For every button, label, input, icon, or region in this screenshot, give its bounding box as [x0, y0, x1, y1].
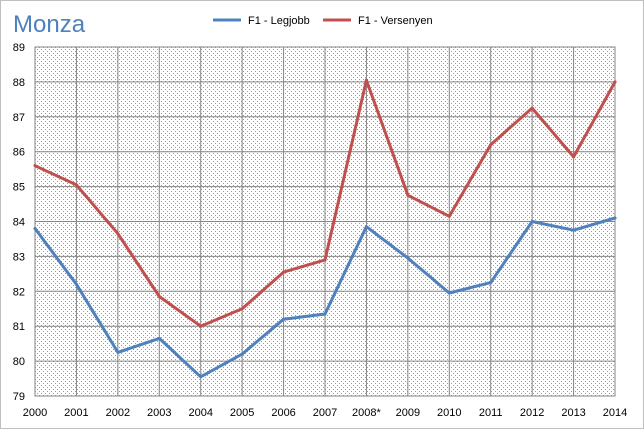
data-point [199, 324, 203, 328]
data-point [282, 317, 286, 321]
x-tick-label: 2002 [106, 407, 130, 419]
data-point [406, 256, 410, 260]
y-tick-label: 80 [13, 356, 25, 368]
data-point [323, 258, 327, 262]
y-tick-label: 83 [13, 251, 25, 263]
legend: F1 - Legjobb F1 - Versenyen [213, 15, 433, 27]
data-point [240, 352, 244, 356]
data-point [33, 164, 37, 168]
x-tick-label: 2001 [64, 407, 88, 419]
y-tick-label: 87 [13, 112, 25, 124]
data-point [74, 282, 78, 286]
data-point [447, 214, 451, 218]
x-tick-label: 2008* [352, 407, 381, 419]
gridlines [34, 46, 616, 397]
data-point [116, 232, 120, 236]
data-point [74, 183, 78, 187]
data-point [282, 270, 286, 274]
series-group [33, 78, 617, 379]
data-point [116, 350, 120, 354]
data-point [157, 336, 161, 340]
data-point [240, 307, 244, 311]
legend-label: F1 - Versenyen [358, 15, 433, 27]
x-tick-label: 2004 [188, 407, 212, 419]
data-point [447, 291, 451, 295]
data-point [572, 155, 576, 159]
data-point [199, 375, 203, 379]
data-point [157, 295, 161, 299]
x-tick-label: 2007 [313, 407, 337, 419]
x-tick-label: 2009 [396, 407, 420, 419]
y-tick-label: 81 [13, 321, 25, 333]
chart-title: Monza [13, 11, 86, 38]
data-point [364, 225, 368, 229]
x-axis-ticks: 2000 2001 2002 2003 2004 2005 2006 2007 2008* 200… [23, 407, 627, 419]
data-point [364, 78, 368, 82]
data-point [530, 220, 534, 223]
data-point [489, 143, 493, 147]
y-tick-label: 89 [13, 42, 25, 54]
x-tick-label: 2006 [271, 407, 295, 419]
legend-label: F1 - Legjobb [248, 15, 310, 27]
y-tick-label: 85 [13, 182, 25, 194]
y-tick-label: 84 [13, 217, 25, 229]
x-tick-label: 2014 [603, 407, 627, 419]
data-point [613, 216, 617, 220]
x-tick-label: 2000 [23, 407, 47, 419]
y-tick-label: 88 [13, 77, 25, 89]
data-point [323, 312, 327, 316]
x-tick-label: 2013 [561, 407, 585, 419]
x-tick-label: 2010 [437, 407, 461, 419]
y-tick-label: 82 [13, 286, 25, 298]
x-tick-label: 2005 [230, 407, 254, 419]
y-tick-label: 86 [13, 147, 25, 159]
plot-border [34, 46, 616, 397]
data-point [530, 106, 534, 110]
x-tick-label: 2003 [147, 407, 171, 419]
data-point [489, 281, 493, 285]
x-tick-label: 2011 [479, 407, 503, 419]
x-tick-label: 2012 [520, 407, 544, 419]
data-point [613, 80, 617, 84]
data-point [406, 193, 410, 197]
data-point [572, 228, 576, 232]
y-tick-label: 79 [13, 391, 25, 403]
data-point [33, 226, 37, 230]
y-axis-ticks: 79 80 81 82 83 84 85 86 87 88 89 [13, 42, 25, 403]
